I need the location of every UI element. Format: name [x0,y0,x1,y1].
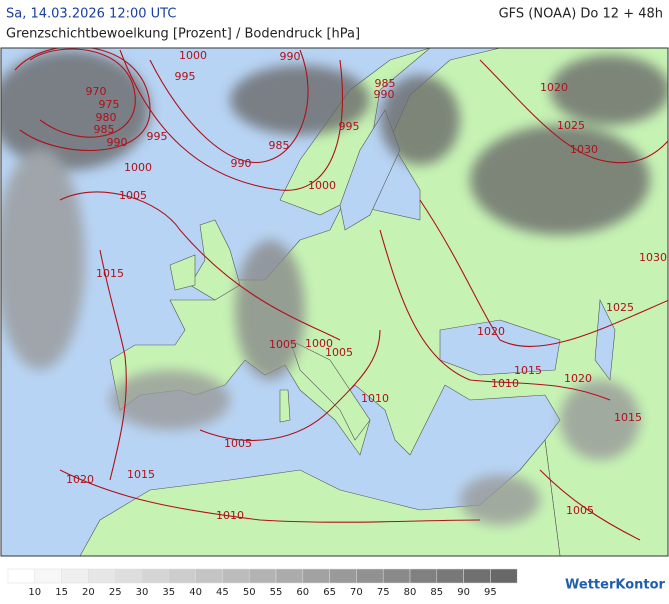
isobar-label: 985 [269,139,290,152]
isobar-label: 975 [99,98,120,111]
legend-swatch [114,568,143,584]
legend-swatch [275,568,304,584]
isobar-label: 980 [96,111,117,124]
model: GFS (NOAA) Do 12 + 48h [499,7,663,22]
isobar-label: 1030 [639,251,667,264]
legend-label: 95 [484,587,497,598]
legend-label: 50 [243,587,256,598]
legend-swatch [61,568,89,584]
isobar-label: 1005 [325,346,353,359]
legend-label: 75 [377,587,390,598]
legend-swatch [382,568,411,584]
isobar-label: 1005 [269,338,297,351]
isobar-label: 1000 [305,337,333,350]
legend-label: 35 [162,587,175,598]
isobar-label: 1000 [179,49,207,62]
isobar-label: 985 [94,123,115,136]
isobars [14,48,668,541]
legend-swatch [463,568,491,584]
isobar-label: 1005 [119,189,147,202]
isobar-label: 990 [374,88,395,101]
legend-swatch [436,568,464,584]
isobar-label: 1010 [491,377,519,390]
isobar-label: 1000 [124,161,152,174]
isobar-label: 1010 [216,509,244,522]
legend-swatch [88,568,116,584]
isobar-label: 995 [175,70,196,83]
legend-swatch [248,568,277,584]
legend-swatch [7,568,36,584]
isobar-label: 1015 [614,411,642,424]
legend-label: 85 [430,587,443,598]
legend-swatch [409,568,438,584]
map-frame [0,47,669,557]
legend-label: 55 [270,587,283,598]
isobar-label: 990 [280,50,301,63]
isobar-label: 1005 [224,437,252,450]
legend-label: 10 [28,587,41,598]
isobar-label: 990 [231,157,252,170]
brand: WetterKontor [565,578,666,593]
legend-label: 80 [404,587,417,598]
isobar-label: 990 [107,136,128,149]
legend-swatch [329,568,357,584]
legend-label: 45 [216,587,229,598]
isobar-label: 1025 [557,119,585,132]
isobar-label: 1015 [127,468,155,481]
legend-swatch [141,568,170,584]
legend-swatch [168,568,196,584]
isobar-label: 1010 [361,392,389,405]
legend-label: 90 [457,587,470,598]
isobar-label: 1000 [308,179,336,192]
isobar-label: 1020 [564,372,592,385]
legend-label: 40 [189,587,202,598]
isobar-label: 995 [147,130,168,143]
legend-swatch [195,568,223,584]
isobar-label: 1030 [570,143,598,156]
title: Grenzschichtbewoelkung [Prozent] / Boden… [6,27,360,42]
isobar-label: 995 [339,120,360,133]
legend-label: 15 [55,587,68,598]
legend-label: 25 [109,587,122,598]
legend-swatch [490,568,518,584]
legend-label: 65 [323,587,336,598]
legend-swatch [34,568,62,584]
legend-label: 30 [136,587,149,598]
legend-label: 70 [350,587,363,598]
isobar-label: 1020 [540,81,568,94]
isobar-label: 1015 [96,267,124,280]
isobar-label: 970 [86,85,107,98]
isobar-label: 1025 [606,301,634,314]
date: Sa, 14.03.2026 12:00 UTC [6,7,176,22]
legend-swatch [302,568,330,584]
legend: 10 15 20 25 30 35 40 45 50 55 60 65 70 75 80 85 90 95 [7,568,518,598]
isobar-label: 1005 [566,504,594,517]
isobar-label: 985 [375,77,396,90]
isobar-label: 1015 [514,364,542,377]
legend-swatch [356,568,384,584]
legend-label: 60 [296,587,309,598]
isobar-label: 1020 [66,473,94,486]
legend-swatch [222,568,250,584]
legend-label: 20 [82,587,95,598]
isobar-label: 1020 [477,325,505,338]
